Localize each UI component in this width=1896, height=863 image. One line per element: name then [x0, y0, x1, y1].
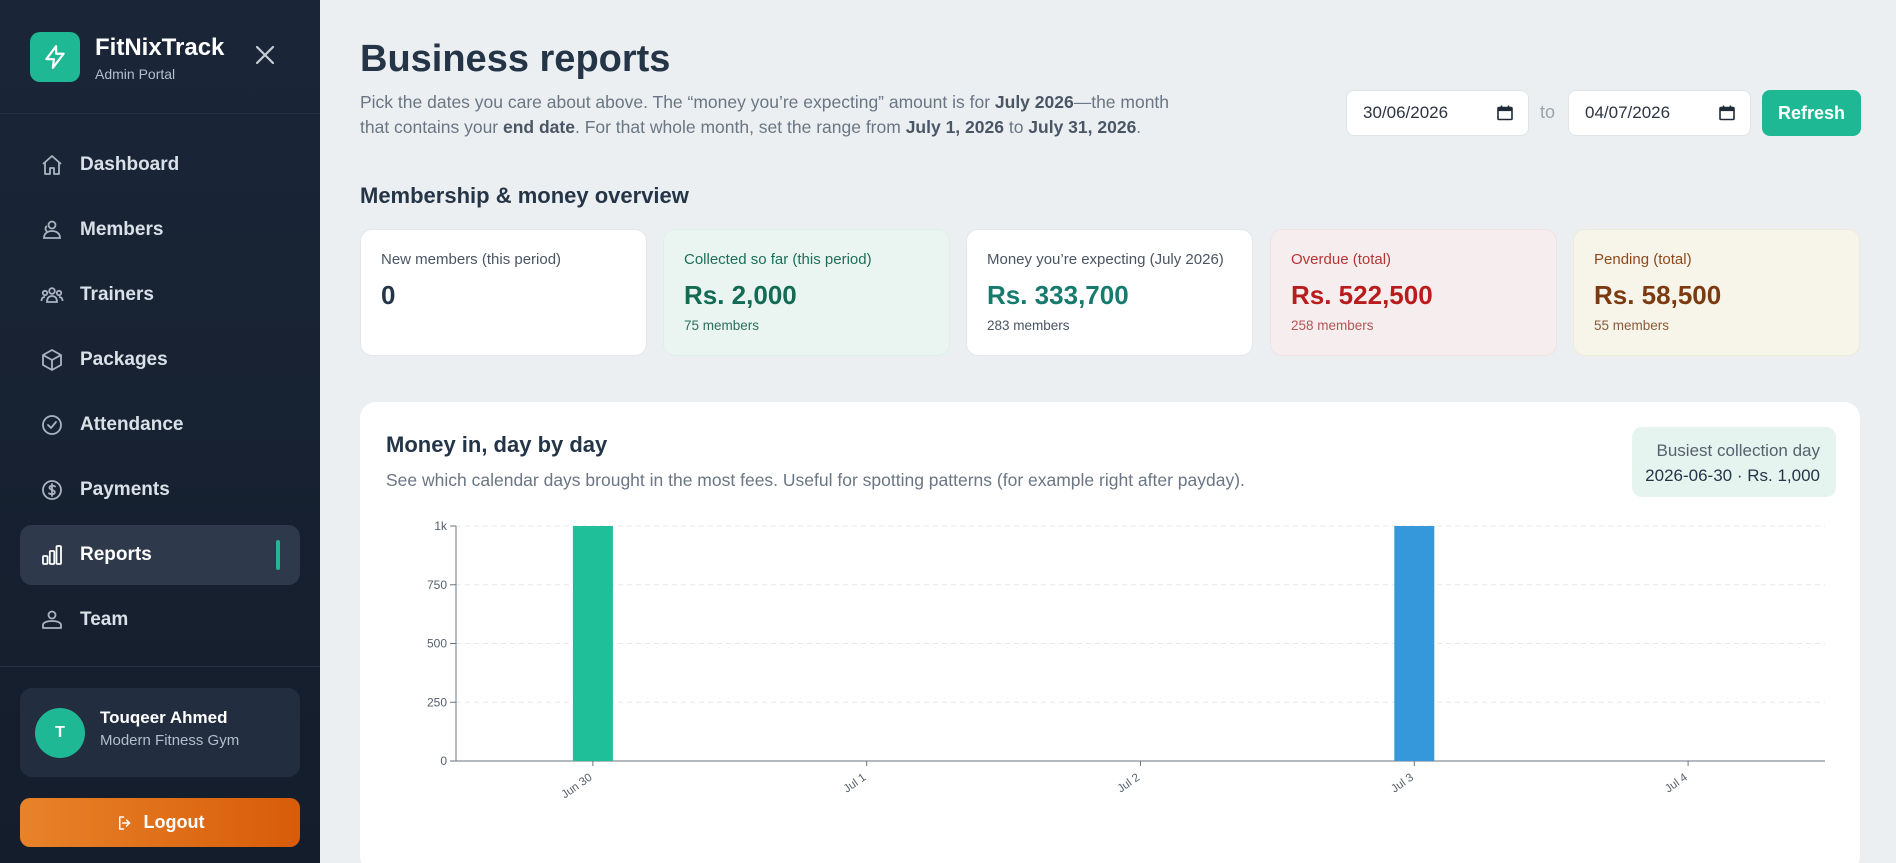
stat-card-collected: Collected so far (this period) Rs. 2,000…: [663, 229, 950, 356]
stat-sub: 75 members: [684, 318, 760, 333]
busiest-day-value: 2026-06-30 · Rs. 1,000: [1645, 466, 1820, 485]
stat-card-new-members: New members (this period) 0: [360, 229, 647, 356]
sidebar-item-packages[interactable]: Packages: [20, 330, 300, 390]
sidebar-item-payments[interactable]: Payments: [20, 460, 300, 520]
calendar-icon[interactable]: [1718, 104, 1736, 127]
app-name: FitNixTrack: [95, 34, 225, 61]
page-title: Business reports: [360, 38, 671, 80]
logout-icon: [116, 814, 134, 832]
stat-card-expecting: Money you’re expecting (July 2026) Rs. 3…: [966, 229, 1253, 356]
team-icon: [40, 608, 64, 632]
stat-sub: 283 members: [987, 318, 1070, 333]
stat-value: Rs. 522,500: [1291, 280, 1433, 310]
user-name: Touqeer Ahmed: [100, 708, 228, 727]
stat-value: Rs. 2,000: [684, 280, 797, 310]
chart-title: Money in, day by day: [386, 432, 608, 457]
active-indicator: [276, 540, 280, 570]
close-sidebar-button[interactable]: [252, 42, 278, 68]
bar: [572, 526, 613, 761]
daily-income-chart: 0 250 500 750 1k Jun 30 Jul 1 Jul 2 Jul 3 Jul 4: [427, 519, 1825, 802]
stat-value: Rs. 58,500: [1594, 280, 1722, 310]
sidebar-item-reports[interactable]: Reports: [20, 525, 300, 585]
date-range-to-label: to: [1540, 102, 1556, 122]
y-tick-label: 1k: [434, 519, 448, 533]
calendar-icon[interactable]: [1496, 104, 1514, 127]
user-org: Modern Fitness Gym: [100, 732, 240, 749]
stat-label: Collected so far (this period): [684, 251, 872, 268]
users-icon: [40, 218, 64, 242]
chart-description: See which calendar days brought in the m…: [386, 470, 1245, 490]
sidebar-item-label: Attendance: [80, 414, 184, 435]
y-tick-label: 500: [427, 637, 447, 651]
check-circle-icon: [40, 413, 64, 437]
sidebar: FitNixTrack Admin Portal Dashboard Membe…: [0, 0, 320, 863]
app-subtitle: Admin Portal: [95, 66, 176, 82]
busiest-day-label: Busiest collection day: [1656, 441, 1820, 460]
close-icon: [255, 45, 275, 65]
start-date-value: 30/06/2026: [1363, 103, 1449, 122]
stat-sub: 55 members: [1594, 318, 1670, 333]
home-icon: [40, 153, 64, 177]
start-date-input[interactable]: 30/06/2026: [1346, 90, 1529, 136]
refresh-button[interactable]: Refresh: [1762, 90, 1861, 136]
y-tick-label: 0: [440, 754, 447, 768]
user-card[interactable]: T Touqeer Ahmed Modern Fitness Gym: [20, 688, 300, 777]
stat-label: Pending (total): [1594, 251, 1692, 268]
overview-title: Membership & money overview: [360, 183, 689, 208]
daily-income-panel: Money in, day by day See which calendar …: [360, 402, 1860, 863]
x-tick-label: Jul 3: [1389, 772, 1416, 796]
x-tick-label: Jul 1: [842, 772, 869, 796]
y-tick-label: 750: [427, 578, 447, 592]
bar: [1394, 526, 1435, 761]
sidebar-item-dashboard[interactable]: Dashboard: [20, 135, 300, 195]
stat-sub: 258 members: [1291, 318, 1374, 333]
package-icon: [40, 348, 64, 372]
end-date-value: 04/07/2026: [1585, 103, 1671, 122]
logout-label: Logout: [143, 812, 205, 832]
sidebar-item-members[interactable]: Members: [20, 200, 300, 260]
sidebar-item-label: Team: [80, 609, 129, 630]
x-tick-label: Jul 2: [1115, 772, 1142, 796]
sidebar-item-label: Payments: [80, 479, 170, 500]
divider: [0, 666, 320, 667]
avatar: T: [35, 708, 85, 758]
stat-label: Money you’re expecting (July 2026): [987, 251, 1224, 268]
divider: [0, 113, 320, 114]
sidebar-item-team[interactable]: Team: [20, 590, 300, 650]
x-tick-label: Jun 30: [559, 772, 594, 802]
lightning-logo-icon: [30, 32, 80, 82]
sidebar-item-label: Reports: [80, 544, 152, 565]
trainers-icon: [40, 283, 64, 307]
page-description: Pick the dates you care about above. The…: [360, 92, 1170, 137]
stat-card-overdue: Overdue (total) Rs. 522,500 258 members: [1270, 229, 1557, 356]
sidebar-nav: Dashboard Members Trainers Packages Atte…: [20, 135, 300, 655]
stat-value: Rs. 333,700: [987, 280, 1129, 310]
sidebar-item-label: Dashboard: [80, 154, 180, 175]
sidebar-item-label: Members: [80, 219, 164, 240]
x-tick-label: Jul 4: [1663, 771, 1690, 795]
sidebar-item-label: Packages: [80, 349, 168, 370]
bar-chart-icon: [40, 543, 64, 567]
stat-label: Overdue (total): [1291, 251, 1392, 268]
stat-value: 0: [381, 280, 396, 310]
sidebar-item-trainers[interactable]: Trainers: [20, 265, 300, 325]
sidebar-item-attendance[interactable]: Attendance: [20, 395, 300, 455]
sidebar-item-label: Trainers: [80, 284, 154, 305]
busiest-day-badge: Busiest collection day 2026-06-30 · Rs. …: [1632, 427, 1836, 497]
y-tick-label: 250: [427, 695, 447, 709]
logout-button[interactable]: Logout: [20, 798, 300, 847]
end-date-input[interactable]: 04/07/2026: [1568, 90, 1751, 136]
stat-label: New members (this period): [381, 251, 562, 268]
brand: FitNixTrack Admin Portal: [30, 32, 300, 84]
stat-card-pending: Pending (total) Rs. 58,500 55 members: [1573, 229, 1860, 356]
dollar-icon: [40, 478, 64, 502]
